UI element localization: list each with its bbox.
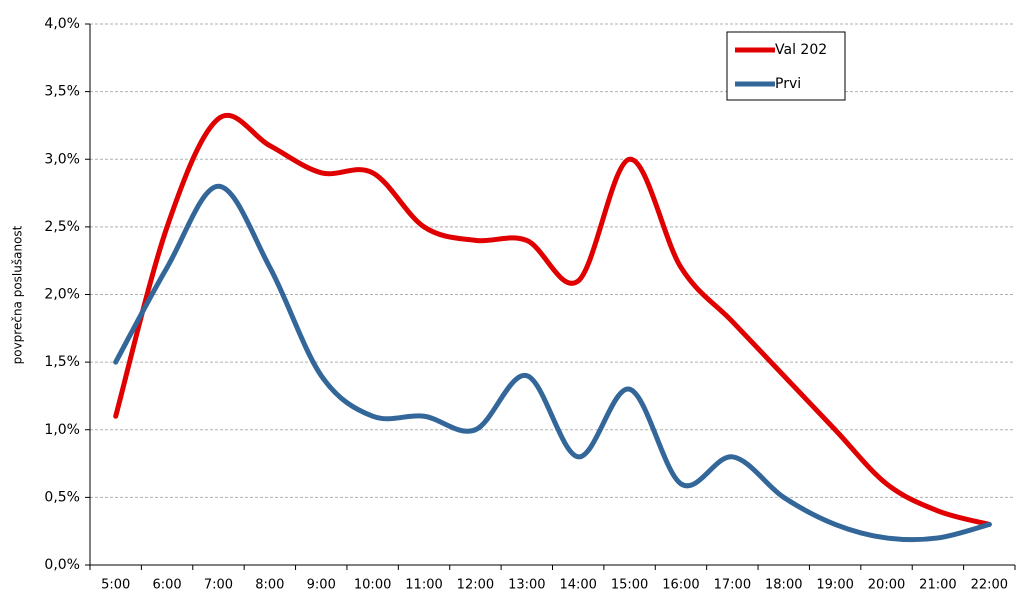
x-tick-label: 15:00 <box>611 578 648 593</box>
y-tick-label: 3,5% <box>44 84 80 100</box>
x-tick-label: 21:00 <box>919 578 956 593</box>
y-tick-label: 1,0% <box>44 422 80 438</box>
x-tick-label: 17:00 <box>714 578 751 593</box>
x-tick-label: 9:00 <box>307 578 336 593</box>
x-tick-label: 16:00 <box>662 578 699 593</box>
y-tick-label: 3,0% <box>44 151 80 167</box>
y-tick-label: 2,0% <box>44 287 80 303</box>
x-tick-label: 14:00 <box>559 578 596 593</box>
y-tick-label: 1,5% <box>44 354 80 370</box>
series-line <box>113 113 992 527</box>
x-tick-label: 11:00 <box>405 578 442 593</box>
y-tick-label: 2,5% <box>44 219 80 235</box>
x-tick-label: 5:00 <box>101 578 130 593</box>
legend-label: Prvi <box>775 76 801 92</box>
y-axis-label: povprečna poslušanost <box>11 225 25 364</box>
x-tick-label: 18:00 <box>765 578 802 593</box>
x-tick-label: 22:00 <box>971 578 1008 593</box>
x-tick-label: 8:00 <box>255 578 284 593</box>
legend-box <box>726 31 846 101</box>
x-tick-label: 10:00 <box>354 578 391 593</box>
x-tick-label: 12:00 <box>457 578 494 593</box>
x-tick-label: 7:00 <box>204 578 233 593</box>
legend-label: Val 202 <box>775 42 827 58</box>
x-tick-label: 19:00 <box>816 578 853 593</box>
x-tick-label: 6:00 <box>152 578 181 593</box>
x-tick-label: 20:00 <box>868 578 905 593</box>
x-tick-label: 13:00 <box>508 578 545 593</box>
y-tick-label: 4,0% <box>44 16 80 32</box>
y-tick-label: 0,0% <box>44 557 80 573</box>
series-line <box>113 183 992 543</box>
y-tick-label: 0,5% <box>44 489 80 505</box>
